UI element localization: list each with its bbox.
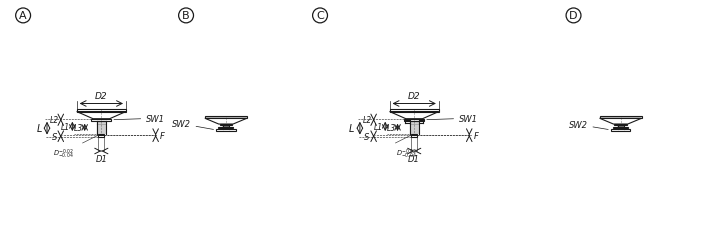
Text: D: D [569,11,578,21]
Text: S: S [52,132,57,141]
Text: L2: L2 [49,116,59,125]
Text: L3: L3 [73,123,83,132]
Text: S: S [364,132,370,141]
Text: A: A [20,11,27,21]
Text: L3: L3 [387,123,395,132]
Text: F: F [473,131,478,140]
Text: C: C [316,11,324,21]
Text: $D^{-0.02}_{-0.04}$: $D^{-0.02}_{-0.04}$ [53,147,74,160]
Text: SW2: SW2 [172,120,214,130]
Text: L1: L1 [374,122,383,131]
Text: F: F [160,131,165,140]
Text: SW2: SW2 [569,120,608,130]
Text: L1: L1 [61,122,71,131]
Text: B: B [182,11,190,21]
Text: SW1: SW1 [114,114,165,123]
Text: D2: D2 [408,92,420,101]
Text: D1: D1 [409,154,420,163]
Text: L: L [349,124,355,134]
Text: L: L [36,124,41,134]
Text: D1: D1 [95,154,108,163]
Text: D2: D2 [95,92,108,101]
Text: L2: L2 [363,116,371,125]
Text: SW1: SW1 [427,114,478,123]
Text: $D^{-0.02}_{-0.04}$: $D^{-0.02}_{-0.04}$ [396,147,417,160]
